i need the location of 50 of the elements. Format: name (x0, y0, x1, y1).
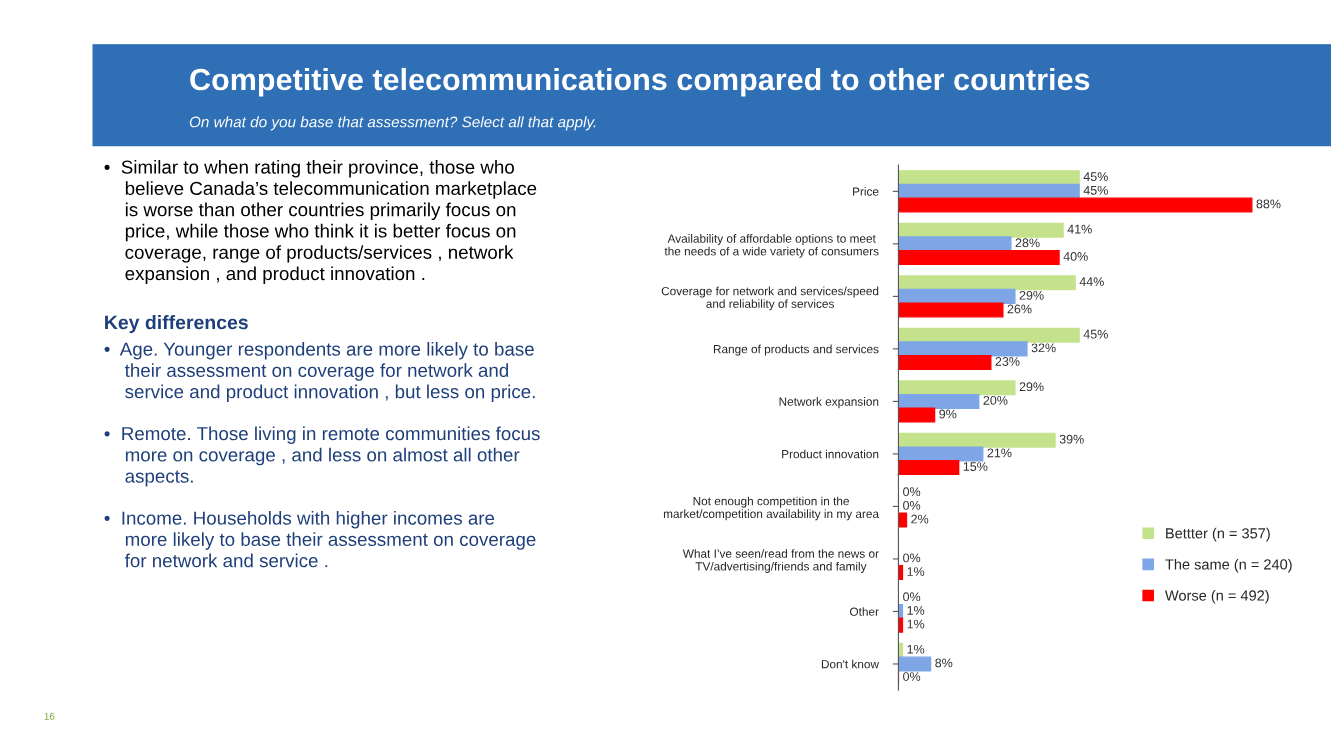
data-label: 8% (935, 658, 953, 668)
data-label: 29% (1019, 290, 1044, 300)
text: Competitive telecommunications compared to other countries (190, 67, 1090, 97)
data-label: 32% (1031, 343, 1056, 353)
text: • Income. Households with higher incomes are more likely to base their assessment on coverage for network and service . (104, 511, 536, 568)
data-label: 45% (1083, 185, 1108, 195)
text: Key differences (105, 315, 248, 334)
data-label: 29% (1019, 382, 1044, 392)
data-label: 28% (1015, 238, 1040, 248)
y-tick-label: Product innovation (782, 449, 879, 459)
data-label: 41% (1067, 224, 1092, 234)
data-label: 26% (1007, 304, 1032, 314)
y-tick-label: Range of products and services (713, 344, 879, 356)
data-label: 44% (1079, 277, 1104, 287)
text: 16 (44, 712, 55, 720)
legend-label: Bettter (n = 357) (1166, 527, 1270, 542)
data-label: 9% (939, 409, 957, 419)
data-label: 45% (1083, 172, 1108, 182)
data-label: 88% (1256, 199, 1281, 209)
y-tick-label: Availability of affordable options to meet the needs of a wide variety of consumers (664, 234, 879, 258)
y-tick-label: Price (853, 187, 879, 196)
data-label: 21% (987, 448, 1012, 458)
data-label: 45% (1083, 329, 1108, 339)
data-label: 1% (907, 619, 925, 629)
y-tick-label: Don't know (821, 659, 880, 669)
data-label: 20% (983, 395, 1008, 405)
y-tick-label: Coverage for network and services/speed and reliability of services (661, 286, 879, 311)
data-label: 0% (903, 672, 921, 681)
text: On what do you base that assessment? Select all that apply. (189, 116, 596, 131)
data-label: 0% (903, 592, 921, 602)
data-label: 39% (1059, 434, 1084, 444)
data-label: 15% (963, 462, 988, 471)
data-label: 1% (907, 644, 925, 654)
y-tick-label: Other (850, 607, 879, 616)
legend-label: Worse (n = 492) (1164, 589, 1269, 604)
data-label: 0% (903, 487, 921, 497)
text: • Remote. Those living in remote communities focus more on coverage , and less on almost all other aspects. (104, 426, 540, 487)
y-tick-label: Network expansion (779, 397, 879, 409)
data-label: 40% (1063, 252, 1088, 261)
y-tick-label: Not enough competition in the market/competition availability in my area (663, 496, 879, 521)
y-tick-label: What I’ve seen/read from the news or TV/advertising/friends and family (682, 549, 879, 573)
data-label: 1% (907, 606, 925, 615)
data-label: 1% (907, 567, 925, 576)
text: • Age. Younger respondents are more likely to base their assessment on coverage for network and service and product innovation , but less on price. (104, 342, 535, 403)
data-label: 23% (995, 357, 1020, 366)
text: • Similar to when rating their province, those who believe Canada’s telecommunication marketplace is worse than other countries primarily focus on price, while those who think it is better focus on coverage, range of products/services , network expansion , and product innovation . (104, 160, 537, 284)
legend-label: The same (n = 240) (1165, 558, 1292, 573)
data-label: 2% (911, 514, 929, 524)
data-label: 0% (903, 500, 921, 510)
data-label: 0% (903, 553, 921, 563)
